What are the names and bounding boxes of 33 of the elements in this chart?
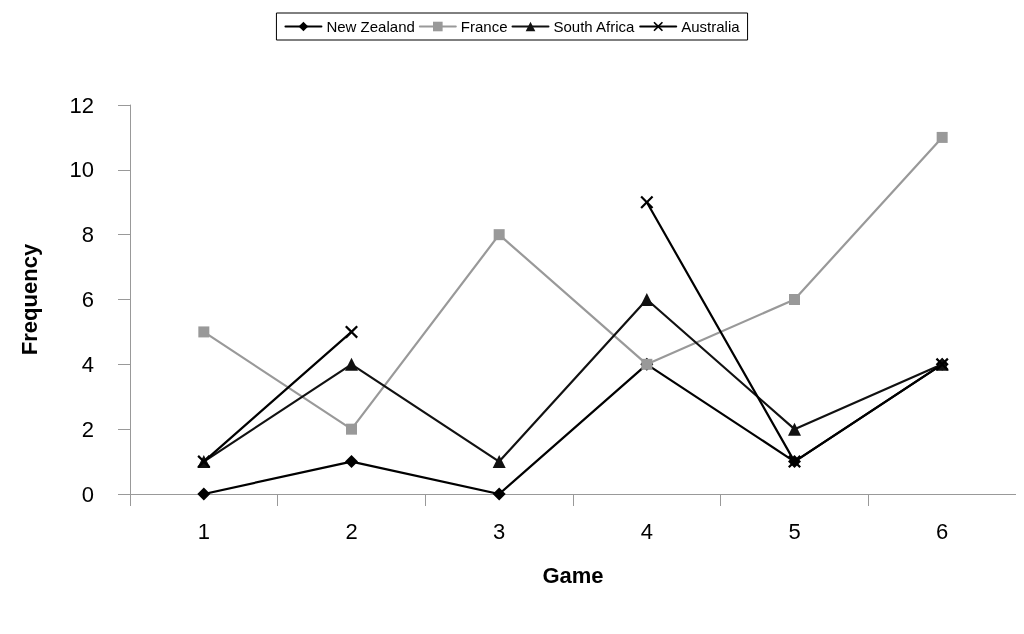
y-tick-label: 8 <box>81 222 94 248</box>
y-tick-label: 6 <box>81 287 94 312</box>
point <box>492 487 506 501</box>
x-tick-label: 4 <box>640 518 653 544</box>
point <box>197 487 211 501</box>
point <box>345 357 358 371</box>
y-tick-label: 2 <box>81 416 94 442</box>
point <box>936 131 948 143</box>
point <box>198 326 210 338</box>
point <box>345 325 358 339</box>
point <box>493 229 505 241</box>
point <box>345 455 358 469</box>
y-axis-title: Frequency <box>16 243 42 356</box>
point <box>346 423 357 435</box>
legend-label: South Africa <box>553 18 636 35</box>
x-axis-title: Game <box>542 562 604 588</box>
point <box>492 455 506 469</box>
point <box>789 294 800 305</box>
x-tick-label: 6 <box>936 518 949 544</box>
point <box>788 422 801 436</box>
legend-label: Australia <box>681 18 741 35</box>
x-tick-label: 3 <box>493 518 506 544</box>
y-tick-label: 0 <box>81 481 94 507</box>
y-tick-label: 12 <box>69 92 94 118</box>
point <box>640 293 654 306</box>
legend-label: New Zealand <box>326 18 415 35</box>
y-tick-label: 4 <box>81 351 94 377</box>
x-tick-label: 2 <box>345 518 358 544</box>
x-tick-label: 5 <box>788 518 801 544</box>
legend-label: France <box>460 18 508 35</box>
x-tick-label: 1 <box>197 518 210 544</box>
y-tick-label: 10 <box>69 157 94 183</box>
point <box>640 195 654 209</box>
